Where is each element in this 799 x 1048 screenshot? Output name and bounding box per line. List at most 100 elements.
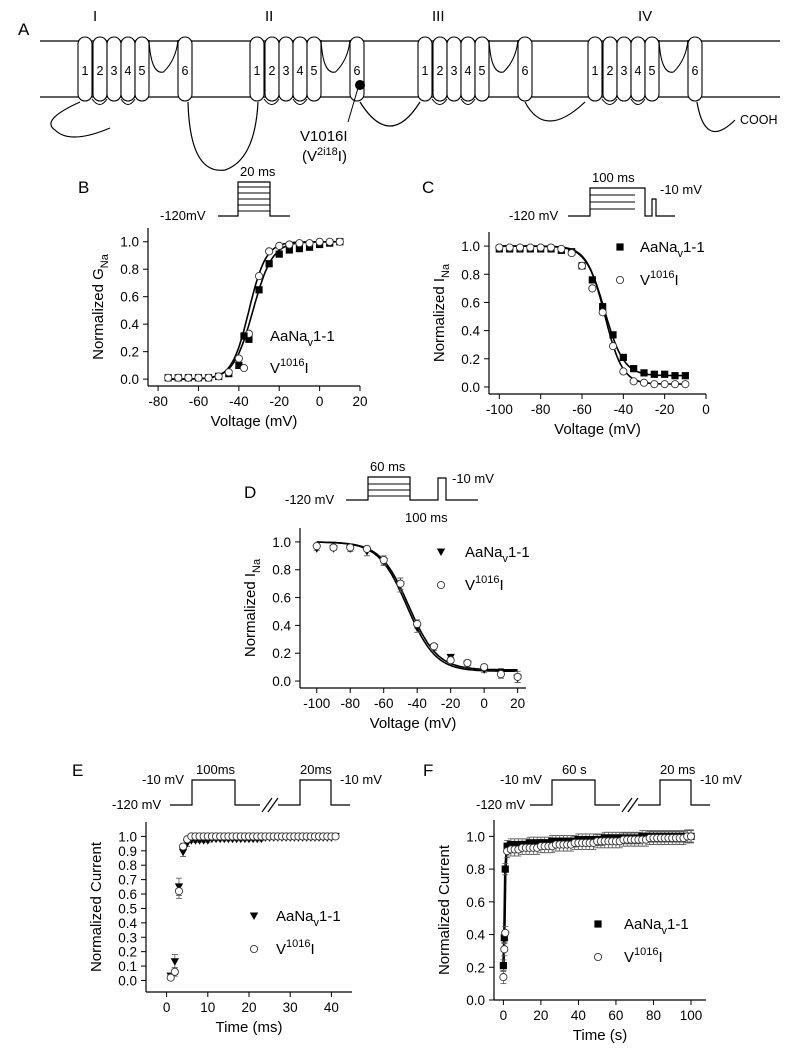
y-tick-label: 0.3: [118, 930, 137, 945]
data-point-mutant: [686, 832, 696, 841]
data-point-wt: [533, 839, 541, 847]
segment-label: 6: [354, 64, 361, 78]
x-tick-label: 10: [200, 1000, 215, 1015]
data-point-mutant: [254, 272, 264, 281]
y-axis-title-text: Normalized G: [90, 268, 107, 360]
segment-label: 6: [522, 64, 529, 78]
legend-label-wt: AaNav1-1: [624, 916, 689, 937]
linker: [630, 98, 646, 105]
legend-text: I: [305, 360, 309, 377]
loop-i-ii: [187, 101, 259, 171]
protocol-d-test: -10 mV: [452, 471, 494, 486]
x-tick-label: -60: [189, 394, 209, 409]
data-point-wt: [265, 260, 273, 268]
y-axis-title-text: Normalized I: [431, 278, 448, 362]
x-tick-label: -100: [303, 696, 330, 711]
data-point-wt: [599, 303, 607, 311]
cooh-label: COOH: [740, 113, 778, 127]
transmembrane-segment: [417, 36, 433, 102]
legend-sub: v: [662, 925, 668, 937]
fit-curve: [168, 241, 340, 380]
data-point-mutant: [315, 237, 324, 246]
y-axis-title-sub: Na: [251, 558, 263, 573]
protocol-e-trace-2: [278, 779, 350, 806]
segment-label: 2: [437, 64, 444, 78]
x-tick-label: -80: [340, 696, 360, 711]
y-tick-label: 0.6: [120, 290, 139, 305]
data-point-mutant: [224, 368, 233, 377]
data-point-mutant: [513, 672, 522, 681]
legend-text: 1-1: [667, 916, 689, 933]
data-point-wt: [650, 370, 658, 378]
data-point-mutant: [335, 237, 344, 246]
data-point-wt: [503, 842, 511, 850]
data-point-mutant: [413, 619, 422, 629]
y-tick-label: 0.8: [466, 862, 485, 877]
panel-c-letter: C: [422, 178, 434, 197]
data-point-mutant: [265, 247, 274, 256]
segment-label: 5: [479, 64, 486, 78]
x-tick-label: -60: [572, 402, 592, 417]
data-point-mutant: [670, 380, 680, 389]
panel-a-letter: A: [18, 20, 30, 39]
loop-ii-iii: [359, 101, 421, 127]
data-point-mutant: [639, 378, 649, 387]
legend-text: V: [640, 272, 650, 289]
panel-e: E 100ms 20ms -10 mV -10 mV -120 mV 0 10 20…: [72, 761, 382, 1036]
data-point-mutant: [650, 380, 659, 389]
axis-break-mark: [261, 797, 273, 813]
data-point-mutant: [619, 367, 628, 376]
x-tick-label: -80: [531, 402, 551, 417]
legend-text: 1-1: [508, 544, 530, 561]
data-point-wt: [500, 934, 508, 942]
legend-label-wt: AaNav1-1: [465, 544, 530, 565]
legend-text: AaNa: [465, 544, 503, 561]
legend-marker-mutant: [593, 952, 603, 962]
y-axis-title-sub: Na: [440, 263, 452, 278]
y-tick-label: 0.4: [120, 317, 139, 332]
segment-label: 5: [649, 64, 656, 78]
data-point-mutant: [305, 239, 314, 248]
legend-text: V: [276, 941, 286, 958]
legend-text: AaNa: [270, 328, 308, 345]
legend-marker-mutant: [239, 363, 249, 373]
data-point-wt: [529, 839, 537, 847]
y-tick-label: 0.2: [118, 945, 137, 960]
data-point-mutant: [515, 243, 525, 252]
segment-label: 5: [311, 64, 318, 78]
data-point-wt: [507, 840, 515, 849]
legend-label-wt: AaNav1-1: [276, 908, 341, 929]
y-tick-label: 0.4: [466, 928, 485, 943]
protocol-b-hold: -120mV: [160, 208, 206, 223]
data-point-wt: [514, 840, 522, 849]
data-point-mutant: [312, 542, 321, 551]
protocol-d-duration: 60 ms: [370, 459, 406, 474]
data-point-mutant: [495, 243, 504, 252]
protocol-c-duration: 100 ms: [592, 170, 635, 185]
y-tick-label: 0.6: [466, 895, 485, 910]
x-tick-label: -40: [407, 696, 427, 711]
protocol-e-pulse2: 20ms: [300, 762, 332, 777]
domain-label: I: [93, 8, 97, 25]
data-point-mutant: [325, 237, 334, 246]
legend-label-mutant: V1016I: [465, 574, 504, 594]
protocol-f-pulse2: 20 ms: [660, 762, 696, 777]
data-point-mutant: [546, 243, 556, 252]
y-tick-label: 0.6: [461, 295, 480, 310]
data-point-mutant: [500, 945, 509, 954]
legend-marker-wt: [436, 548, 446, 556]
segment-label: 4: [635, 64, 642, 78]
legend-text: V: [465, 577, 475, 594]
transmembrane-segment: [644, 36, 660, 102]
x-tick-label: 0: [316, 394, 324, 409]
protocol-f-pulse1: 60 s: [562, 762, 587, 777]
x-tick-label: 30: [283, 1000, 298, 1015]
data-point-mutant: [179, 842, 188, 851]
data-point-mutant: [567, 249, 576, 258]
y-tick-label: 0.4: [272, 618, 291, 633]
p-loop: [320, 39, 351, 73]
data-point-mutant: [526, 243, 535, 252]
